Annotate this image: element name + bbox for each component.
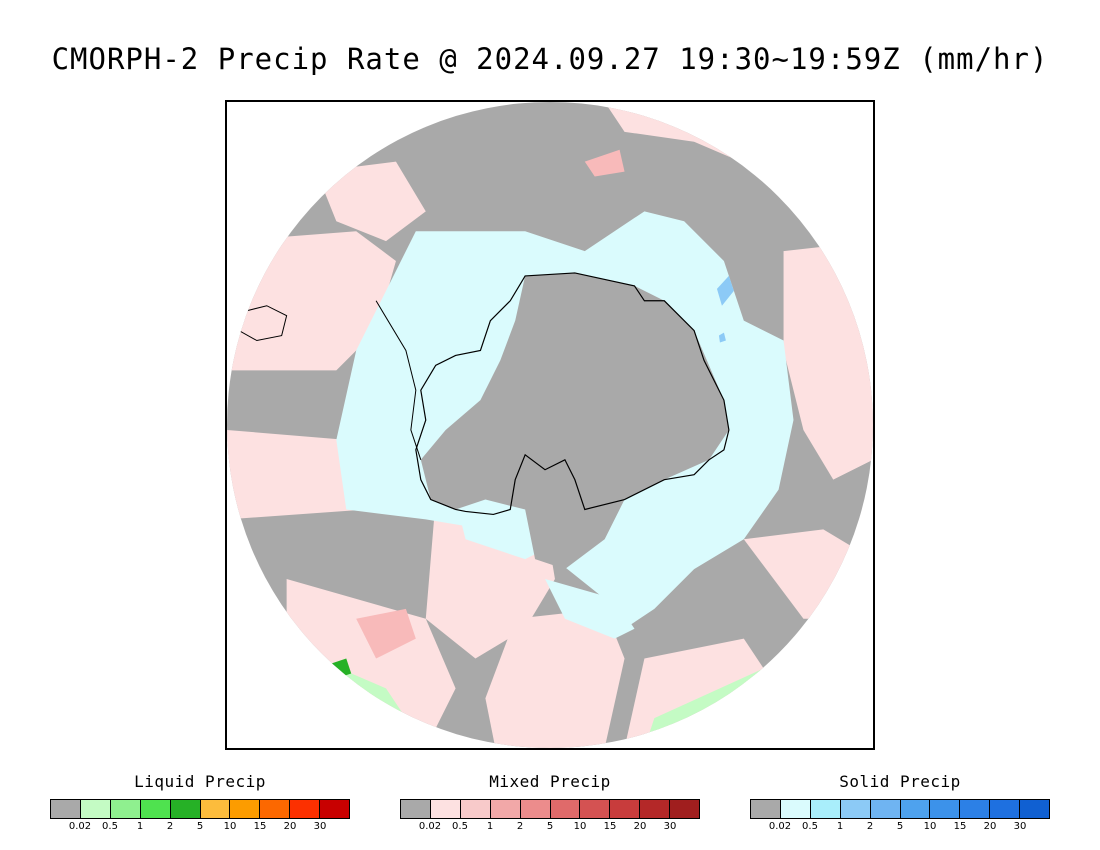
legend-swatch [200, 800, 231, 818]
legend-tick-label: 30 [663, 821, 677, 832]
legend-swatch [320, 800, 350, 818]
legend-title: Solid Precip [839, 772, 961, 791]
legend-swatch [751, 800, 781, 818]
legend-swatch [490, 800, 521, 818]
legend-colorbar [50, 799, 350, 819]
legend-tick-label: 10 [223, 821, 237, 832]
legend-swatch [290, 800, 321, 818]
legend-ticks: 0.02 0.5 1 2 5 10 15 20 30 [50, 819, 350, 833]
legend-colorbar [400, 799, 700, 819]
legend-swatch [1020, 800, 1050, 818]
legend-tick-label: 0.02 [768, 821, 792, 832]
legend-swatch [80, 800, 111, 818]
legend-swatch [670, 800, 700, 818]
legend-tick-label: 10 [573, 821, 587, 832]
legend-ticks: 0.02 0.5 1 2 5 10 15 20 30 [750, 819, 1050, 833]
legend-ticks: 0.02 0.5 1 2 5 10 15 20 30 [400, 819, 700, 833]
legend-swatch [230, 800, 261, 818]
map-disk [227, 102, 873, 748]
legend-title: Liquid Precip [134, 772, 266, 791]
legend-tick-label: 0.5 [102, 821, 118, 832]
legend-swatch [110, 800, 141, 818]
legend-swatch [870, 800, 901, 818]
legend-solid-precip: Solid Precip 0.02 0.5 1 2 5 10 15 20 30 [750, 772, 1050, 833]
legend-tick-label: 5 [546, 821, 554, 832]
legend-liquid-precip: Liquid Precip 0.02 0.5 1 2 5 10 15 20 30 [50, 772, 350, 833]
legend-swatch [580, 800, 611, 818]
legend-tick-label: 30 [313, 821, 327, 832]
legend-swatch [170, 800, 201, 818]
legend-tick-label: 0.02 [418, 821, 442, 832]
legend-swatch [140, 800, 171, 818]
map-title: CMORPH-2 Precip Rate @ 2024.09.27 19:30~… [51, 42, 1049, 76]
legend-tick-label: 20 [983, 821, 997, 832]
legend-swatch [610, 800, 641, 818]
legend-tick-label: 10 [923, 821, 937, 832]
legend-swatch [550, 800, 581, 818]
legend-colorbar [750, 799, 1050, 819]
legend-swatch [990, 800, 1021, 818]
legend-tick-label: 20 [633, 821, 647, 832]
precip-map [227, 102, 873, 748]
legend-title: Mixed Precip [489, 772, 611, 791]
legend-swatch [640, 800, 671, 818]
legend-tick-label: 1 [836, 821, 844, 832]
map-frame [225, 100, 875, 750]
legend-tick-label: 15 [253, 821, 267, 832]
legend-tick-label: 20 [283, 821, 297, 832]
antarctic-interior [420, 272, 729, 570]
legend-swatch [430, 800, 461, 818]
legend-swatch [900, 800, 931, 818]
legend-swatch [810, 800, 841, 818]
legend-tick-label: 0.02 [68, 821, 92, 832]
legend-swatch [840, 800, 871, 818]
legend-swatch [260, 800, 291, 818]
legend-tick-label: 30 [1013, 821, 1027, 832]
legend-tick-label: 2 [866, 821, 874, 832]
legend-tick-label: 1 [486, 821, 494, 832]
legend-tick-label: 1 [136, 821, 144, 832]
legend-swatch [930, 800, 961, 818]
legend-swatch [780, 800, 811, 818]
legend-tick-label: 5 [196, 821, 204, 832]
legend-tick-label: 0.5 [802, 821, 818, 832]
legend-tick-label: 0.5 [452, 821, 468, 832]
legend-tick-label: 2 [166, 821, 174, 832]
legend-swatch [51, 800, 81, 818]
legend-swatch [460, 800, 491, 818]
legend-tick-label: 15 [953, 821, 967, 832]
legend-swatch [401, 800, 431, 818]
legend-tick-label: 5 [896, 821, 904, 832]
antarctic-peninsula-coastline [375, 300, 422, 460]
legend-tick-label: 15 [603, 821, 617, 832]
legend-mixed-precip: Mixed Precip 0.02 0.5 1 2 5 10 15 20 30 [400, 772, 700, 833]
antarctica-coastline [415, 272, 730, 516]
legend-swatch [520, 800, 551, 818]
legend-swatch [960, 800, 991, 818]
legend-tick-label: 2 [516, 821, 524, 832]
